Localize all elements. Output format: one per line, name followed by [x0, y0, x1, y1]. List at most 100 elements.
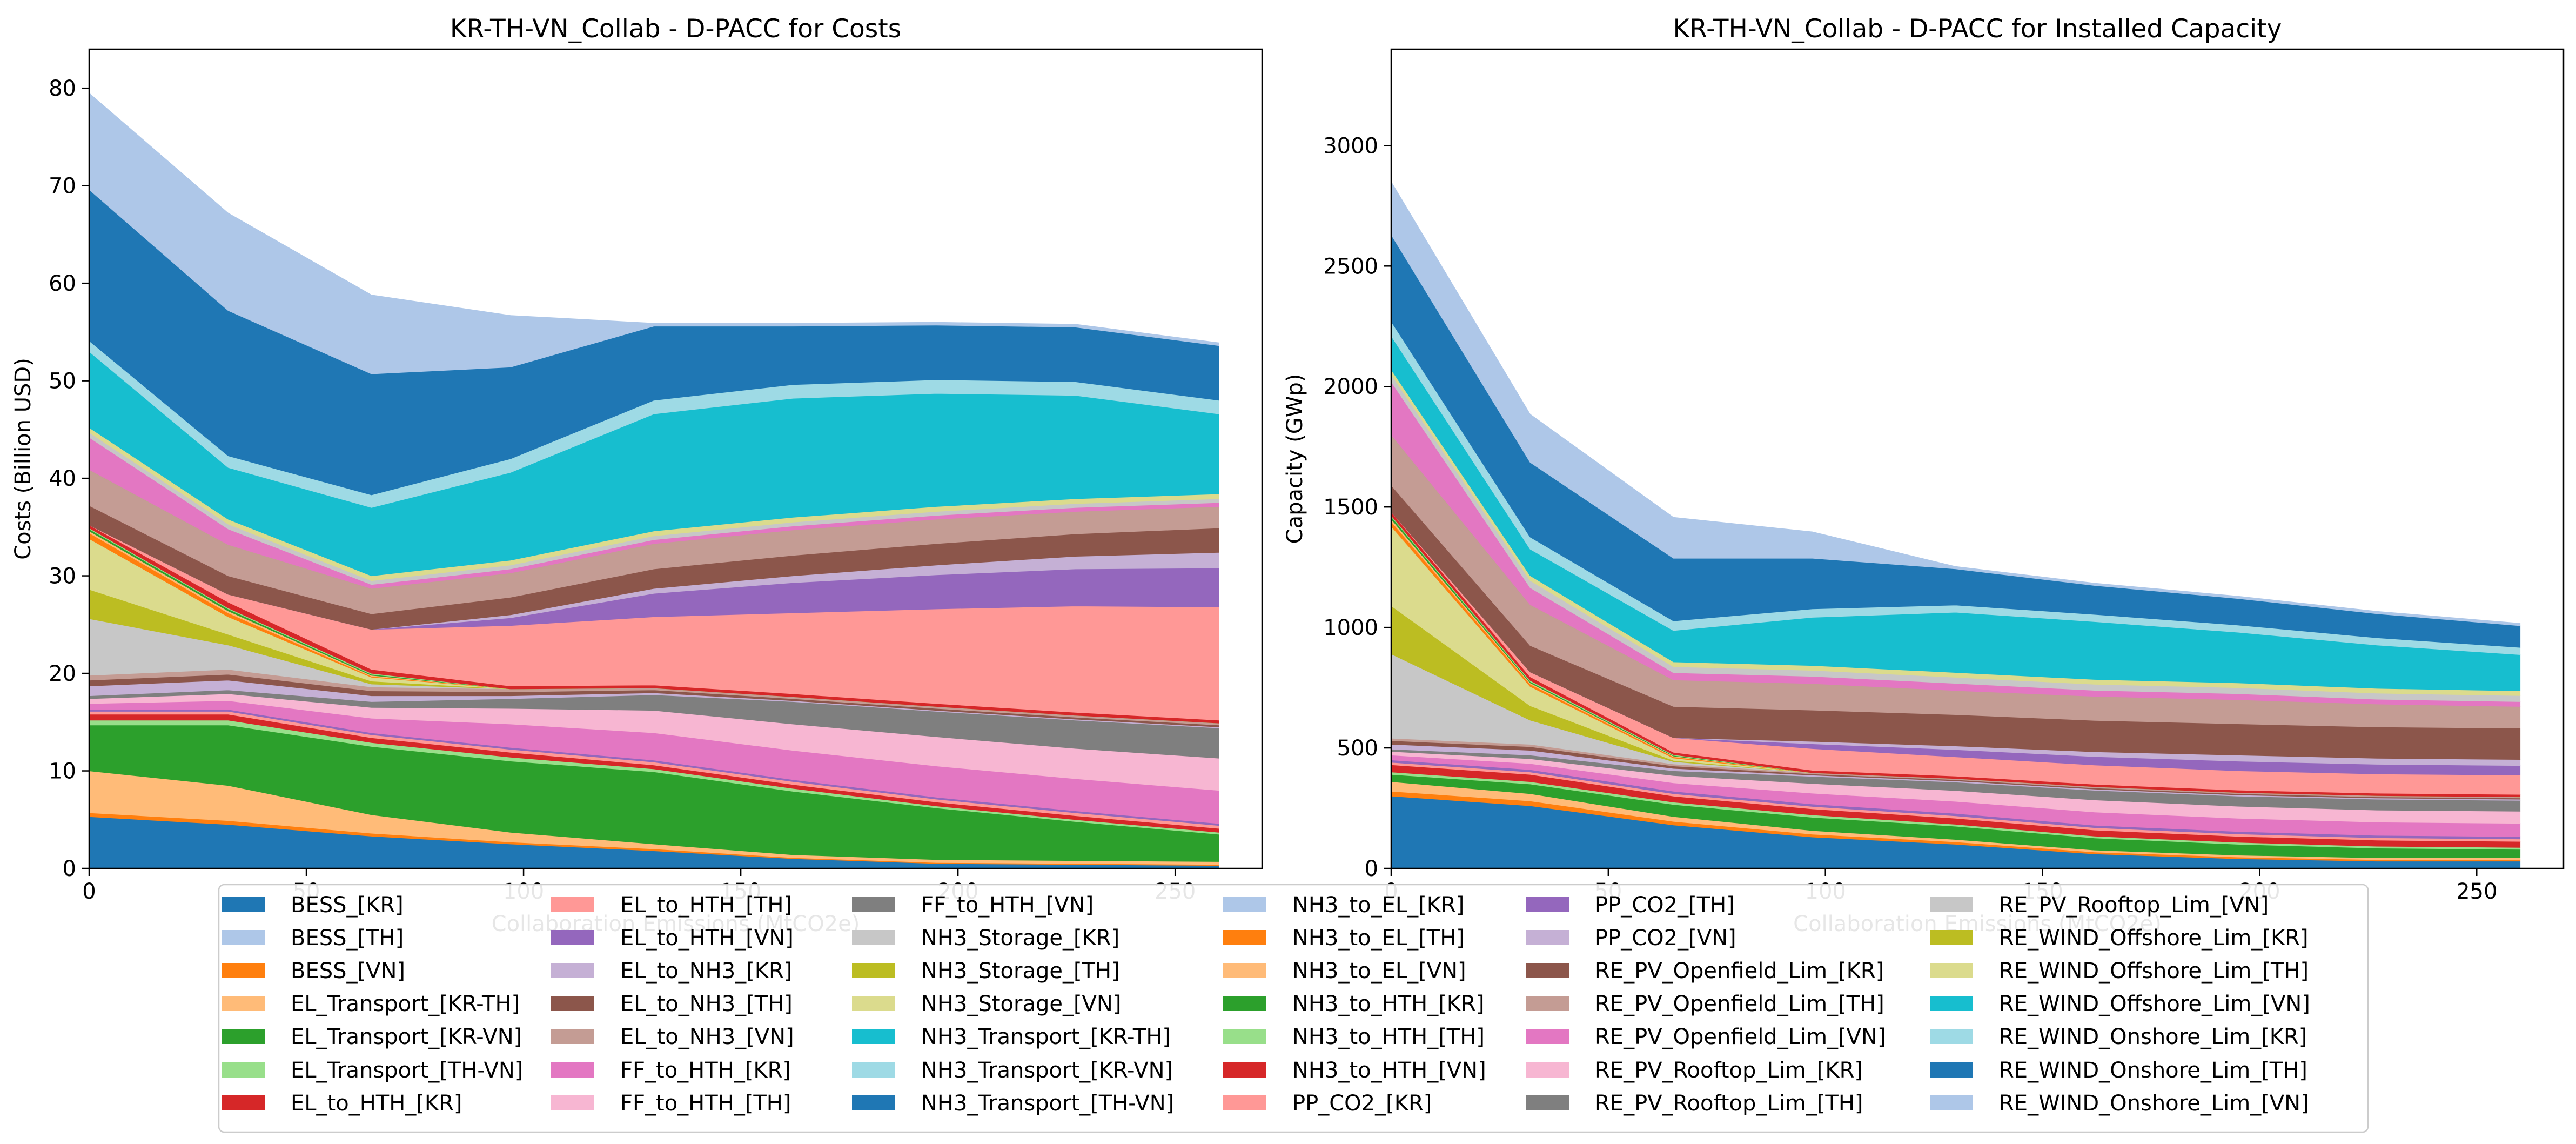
- legend-label-36: RE_WIND_Offshore_Lim_[KR]: [1999, 926, 2309, 951]
- legend-label-41: RE_WIND_Onshore_Lim_[VN]: [1999, 1091, 2309, 1116]
- x-tick-label-1-5: 250: [2456, 879, 2497, 904]
- y-tick-label-1-1: 500: [1337, 736, 1378, 761]
- legend-label-9: EL_to_NH3_[KR]: [620, 959, 792, 984]
- plot-frame-1: [1390, 48, 2565, 869]
- legend-swatch-9: [551, 963, 594, 978]
- legend-swatch-0: [222, 897, 265, 912]
- legend-swatch-7: [551, 897, 594, 912]
- y-tick-label-0-3: 30: [49, 564, 76, 589]
- legend-label-24: NH3_to_HTH_[KR]: [1292, 992, 1484, 1016]
- plot-frame-0: [88, 48, 1263, 869]
- y-tick-label-1-0: 0: [1365, 857, 1378, 881]
- y-tick-label-0-1: 10: [49, 759, 76, 784]
- legend-swatch-22: [1223, 930, 1266, 945]
- legend-swatch-30: [1526, 963, 1569, 978]
- legend-label-29: PP_CO2_[VN]: [1595, 926, 1736, 951]
- legend-swatch-26: [1223, 1062, 1266, 1078]
- legend-label-18: NH3_Transport_[KR-TH]: [921, 1025, 1171, 1049]
- legend-label-26: NH3_to_HTH_[VN]: [1292, 1058, 1486, 1083]
- legend-label-39: RE_WIND_Onshore_Lim_[KR]: [1999, 1025, 2307, 1049]
- legend-swatch-4: [222, 1029, 265, 1044]
- legend-swatch-2: [222, 963, 265, 978]
- legend-label-23: NH3_to_EL_[VN]: [1292, 959, 1466, 984]
- y-tick-label-0-6: 60: [49, 271, 76, 296]
- x-tick-label-0-0: 0: [82, 879, 96, 904]
- legend-swatch-36: [1930, 930, 1973, 945]
- legend-swatch-17: [852, 996, 895, 1011]
- legend-label-0: BESS_[KR]: [291, 893, 404, 918]
- legend-label-10: EL_to_NH3_[TH]: [620, 992, 793, 1016]
- legend-label-16: NH3_Storage_[TH]: [921, 959, 1120, 984]
- legend-label-1: BESS_[TH]: [291, 926, 404, 951]
- y-axis-label-1: Capacity (GWp): [1283, 374, 1307, 544]
- legend-swatch-41: [1930, 1095, 1973, 1110]
- legend-swatch-29: [1526, 930, 1569, 945]
- legend-swatch-23: [1223, 963, 1266, 978]
- legend-label-8: EL_to_HTH_[VN]: [620, 926, 794, 951]
- legend-swatch-8: [551, 930, 594, 945]
- legend-swatch-28: [1526, 897, 1569, 912]
- y-tick-label-0-7: 70: [49, 174, 76, 199]
- y-tick-label-1-4: 2000: [1323, 374, 1378, 399]
- legend-swatch-18: [852, 1029, 895, 1044]
- y-tick-label-1-6: 3000: [1323, 133, 1378, 158]
- legend-label-22: NH3_to_EL_[TH]: [1292, 926, 1465, 951]
- legend-label-33: RE_PV_Rooftop_Lim_[KR]: [1595, 1058, 1863, 1083]
- legend-swatch-35: [1930, 897, 1973, 912]
- legend-swatch-15: [852, 930, 895, 945]
- legend-label-6: EL_to_HTH_[KR]: [291, 1091, 462, 1116]
- y-tick-label-0-0: 0: [63, 857, 76, 881]
- legend-label-3: EL_Transport_[KR-TH]: [291, 992, 520, 1016]
- legend-swatch-12: [551, 1062, 594, 1078]
- legend-swatch-39: [1930, 1029, 1973, 1044]
- legend-swatch-20: [852, 1095, 895, 1110]
- legend-label-11: EL_to_NH3_[VN]: [620, 1025, 794, 1049]
- legend-label-4: EL_Transport_[KR-VN]: [291, 1025, 522, 1049]
- y-tick-label-1-5: 2500: [1323, 254, 1378, 279]
- legend-swatch-13: [551, 1095, 594, 1110]
- legend-swatch-40: [1930, 1062, 1973, 1078]
- legend-swatch-3: [222, 996, 265, 1011]
- legend-swatch-11: [551, 1029, 594, 1044]
- legend-label-2: BESS_[VN]: [291, 959, 405, 984]
- legend-label-21: NH3_to_EL_[KR]: [1292, 893, 1464, 918]
- legend-swatch-32: [1526, 1029, 1569, 1044]
- legend-swatch-16: [852, 963, 895, 978]
- legend-swatch-14: [852, 897, 895, 912]
- y-tick-label-0-4: 40: [49, 466, 76, 491]
- legend-swatch-34: [1526, 1095, 1569, 1110]
- legend-label-5: EL_Transport_[TH-VN]: [291, 1058, 523, 1083]
- legend-swatch-24: [1223, 996, 1266, 1011]
- legend-swatch-6: [222, 1095, 265, 1110]
- legend-swatch-33: [1526, 1062, 1569, 1078]
- legend-swatch-25: [1223, 1029, 1266, 1044]
- legend-label-14: FF_to_HTH_[VN]: [921, 893, 1094, 918]
- legend-label-31: RE_PV_Openfield_Lim_[TH]: [1595, 992, 1884, 1016]
- legend-label-35: RE_PV_Rooftop_Lim_[VN]: [1999, 893, 2269, 918]
- legend-label-27: PP_CO2_[KR]: [1292, 1091, 1432, 1116]
- legend-label-30: RE_PV_Openfield_Lim_[KR]: [1595, 959, 1884, 984]
- legend-label-28: PP_CO2_[TH]: [1595, 893, 1735, 918]
- y-tick-label-0-2: 20: [49, 661, 76, 686]
- y-axis-label-0: Costs (Billion USD): [11, 358, 36, 560]
- legend-label-20: NH3_Transport_[TH-VN]: [921, 1091, 1174, 1116]
- legend-label-34: RE_PV_Rooftop_Lim_[TH]: [1595, 1091, 1863, 1116]
- legend-label-15: NH3_Storage_[KR]: [921, 926, 1119, 951]
- legend-swatch-19: [852, 1062, 895, 1078]
- area-series-1-33: [1391, 180, 2521, 626]
- legend-swatch-21: [1223, 897, 1266, 912]
- chart-title-0: KR-TH-VN_Collab - D-PACC for Costs: [450, 14, 901, 44]
- legend-label-17: NH3_Storage_[VN]: [921, 992, 1121, 1016]
- legend-label-38: RE_WIND_Offshore_Lim_[VN]: [1999, 992, 2310, 1016]
- y-tick-label-0-5: 50: [49, 369, 76, 394]
- y-tick-label-0-8: 80: [49, 76, 76, 101]
- legend-swatch-37: [1930, 963, 1973, 978]
- legend-label-25: NH3_to_HTH_[TH]: [1292, 1025, 1485, 1049]
- legend-label-7: EL_to_HTH_[TH]: [620, 893, 792, 918]
- chart-title-1: KR-TH-VN_Collab - D-PACC for Installed C…: [1673, 14, 2282, 44]
- legend-label-40: RE_WIND_Onshore_Lim_[TH]: [1999, 1058, 2307, 1083]
- legend-label-32: RE_PV_Openfield_Lim_[VN]: [1595, 1025, 1886, 1049]
- legend-box: [218, 884, 2369, 1133]
- legend-swatch-31: [1526, 996, 1569, 1011]
